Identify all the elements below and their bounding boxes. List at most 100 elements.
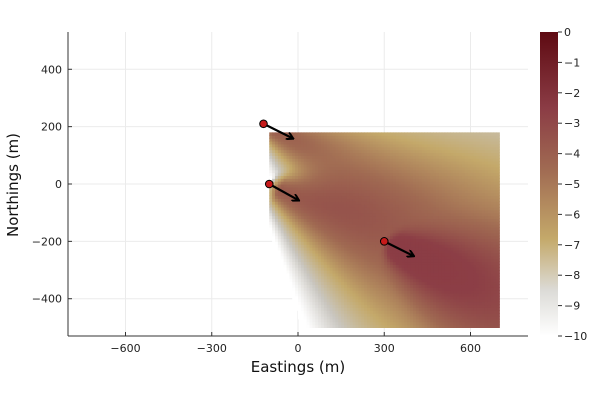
heatmap-cell [321,201,325,205]
heatmap-cell [381,184,385,188]
heatmap-cell [424,301,428,306]
heatmap-cell [295,264,299,268]
heatmap-cell [484,198,489,202]
heatmap-cell [410,198,414,202]
heatmap-cell [303,318,308,323]
heatmap-cell [387,287,391,291]
heatmap-cell [303,181,308,185]
heatmap-cell [352,132,357,136]
heatmap-cell [479,224,483,228]
heatmap-cell [303,270,308,274]
heatmap-cell [410,152,414,156]
heatmap-cell [473,264,477,268]
heatmap-cell [387,140,391,145]
heatmap-cell [346,206,351,211]
heatmap-cell [277,140,282,145]
heatmap-cell [427,172,431,176]
heatmap-cell [277,161,282,165]
heatmap-cell [473,267,477,271]
heatmap-cell [344,287,348,291]
heatmap-cell [433,221,437,225]
heatmap-cell [369,181,374,185]
heatmap-cell [438,238,443,242]
heatmap-cell [447,146,451,151]
heatmap-cell [467,261,472,265]
heatmap-cell [344,184,348,188]
heatmap-cell [329,244,334,248]
heatmap-cell [306,149,311,154]
heatmap-cell [332,292,336,297]
heatmap-cell [456,140,460,145]
heatmap-cell [378,175,382,179]
heatmap-cell [413,206,417,211]
heatmap-cell [309,270,313,274]
heatmap-cell [303,155,308,159]
heatmap-cell [369,275,374,280]
heatmap-cell [292,295,296,300]
heatmap-cell [312,238,316,242]
heatmap-cell [375,161,380,165]
heatmap-cell [433,278,437,283]
heatmap-cell [415,227,420,231]
heatmap-cell [401,218,405,222]
heatmap-cell [280,149,285,154]
heatmap-cell [450,227,454,231]
heatmap-cell [447,270,451,274]
heatmap-cell [384,143,388,148]
heatmap-cell [433,247,437,251]
heatmap-cell [329,152,334,156]
heatmap-cell [390,238,394,242]
heatmap-cell [358,146,362,151]
heatmap-cell [292,255,296,260]
heatmap-cell [479,149,483,154]
heatmap-cell [418,307,423,311]
heatmap-cell [332,184,336,188]
heatmap-cell [479,175,483,179]
heatmap-cell [298,175,302,179]
heatmap-cell [312,215,316,220]
heatmap-cell [361,224,365,228]
heatmap-cell [295,155,299,159]
heatmap-cell [303,132,308,136]
heatmap-cell [404,307,408,311]
heatmap-cell [467,295,472,300]
heatmap-cell [479,189,483,194]
heatmap-cell [418,270,423,274]
heatmap-cell [321,155,325,159]
heatmap-cell [401,295,405,300]
heatmap-cell [303,204,308,208]
heatmap-cell [280,215,285,220]
heatmap-cell [335,241,339,245]
heatmap-cell [295,261,299,265]
heatmap-cell [295,267,299,271]
heatmap-cell [315,321,319,326]
heatmap-cell [329,304,334,308]
heatmap-cell [315,275,319,280]
heatmap-cell [358,292,362,297]
heatmap-cell [438,267,443,271]
heatmap-cell [338,198,342,202]
heatmap-cell [280,221,285,225]
heatmap-cell [482,315,486,320]
heatmap-cell [444,281,449,285]
heatmap-cell [404,143,408,148]
heatmap-cell [407,135,411,139]
heatmap-cell [306,166,311,171]
heatmap-cell [410,227,414,231]
heatmap-cell [413,189,417,194]
heatmap-cell [453,292,457,297]
heatmap-cell [346,209,351,214]
heatmap-cell [355,224,359,228]
heatmap-cell [387,229,391,234]
heatmap-cell [300,324,305,328]
heatmap-cell [332,172,336,176]
heatmap-cell [378,172,382,176]
heatmap-cell [441,195,446,199]
heatmap-cell [289,143,293,148]
heatmap-cell [306,301,311,306]
heatmap-cell [283,241,288,245]
heatmap-cell [378,143,382,148]
heatmap-cell [323,261,328,265]
heatmap-cell [418,244,423,248]
heatmap-cell [456,204,460,208]
